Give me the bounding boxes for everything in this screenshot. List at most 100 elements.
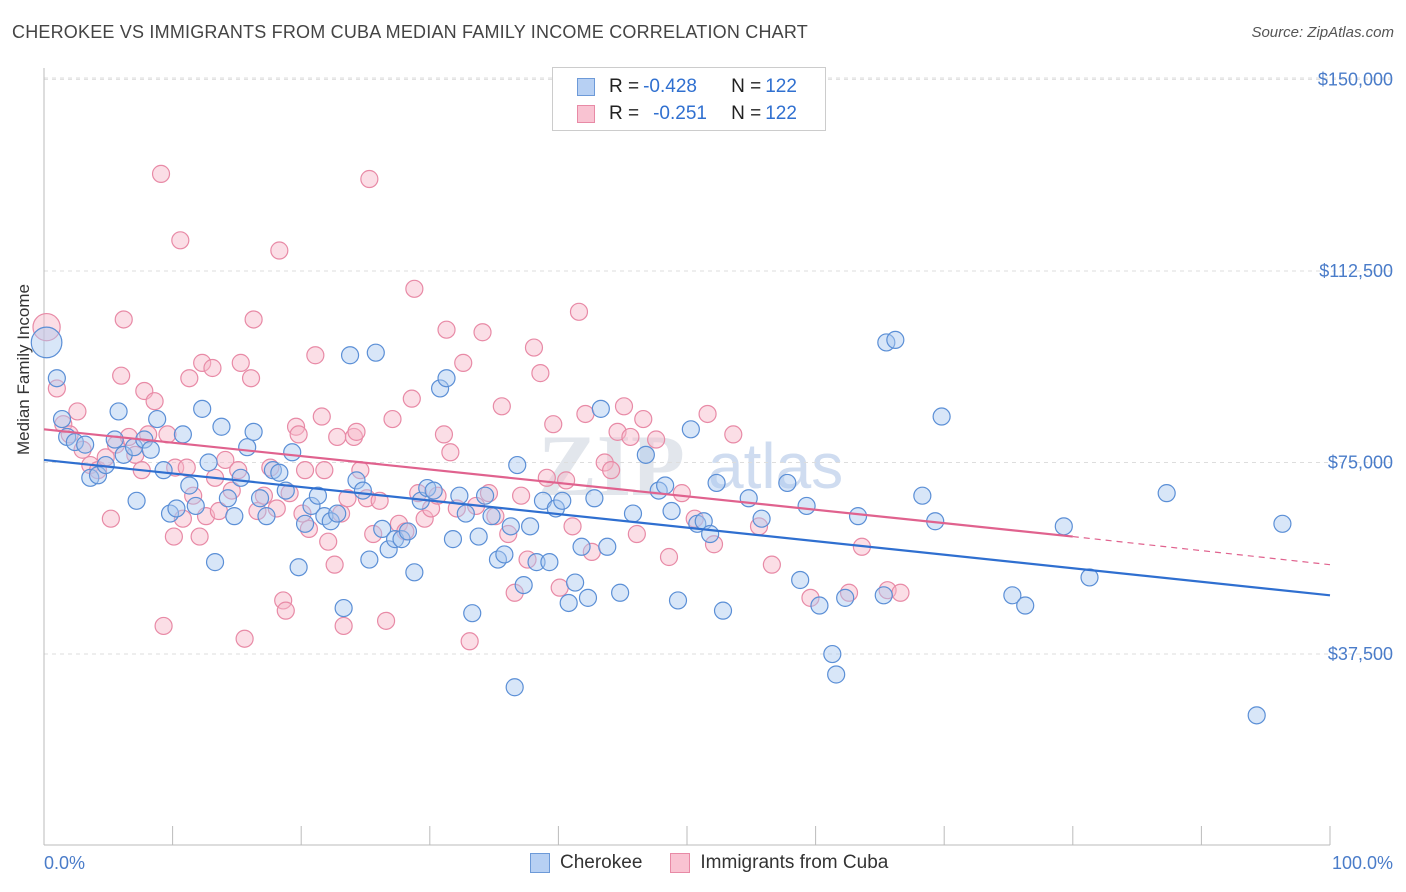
- cherokee-point: [308, 486, 328, 505]
- cherokee-point: [450, 486, 469, 505]
- cuba-point: [627, 524, 646, 544]
- cherokee-point: [1273, 514, 1292, 533]
- x-tick-label: 0.0%: [44, 853, 85, 873]
- cuba-point: [614, 397, 634, 416]
- cherokee-point: [88, 466, 108, 485]
- cherokee-point: [340, 346, 360, 365]
- cherokee-point: [154, 461, 173, 480]
- cherokee-point: [437, 369, 456, 388]
- cherokee-point: [109, 402, 128, 421]
- legend-item-cherokee[interactable]: Cherokee: [530, 852, 642, 874]
- cherokee-point: [257, 507, 276, 526]
- cuba-point: [203, 358, 222, 378]
- cherokee-point: [501, 517, 520, 536]
- cuba-point: [647, 430, 666, 449]
- cherokee-point: [47, 369, 66, 388]
- cuba-point: [441, 443, 460, 462]
- cherokee-point: [932, 407, 951, 426]
- cherokee-point: [127, 491, 146, 510]
- cuba-point: [164, 527, 183, 546]
- cherokee-point: [469, 527, 488, 546]
- cherokee-point: [495, 545, 514, 564]
- legend-label-cuba: Immigrants from Cuba: [700, 852, 889, 873]
- cuba-point: [537, 468, 556, 487]
- cherokee-point: [141, 440, 160, 459]
- cuba-point: [114, 310, 133, 329]
- y-tick-label: $75,000: [1328, 453, 1393, 473]
- cuba-point: [190, 527, 209, 546]
- cuba-point: [315, 461, 334, 480]
- cherokee-point: [681, 420, 700, 439]
- trend-line-cherokee: [43, 458, 1331, 597]
- cherokee-point: [1247, 706, 1266, 725]
- cuba-point: [344, 427, 364, 447]
- cherokee-point: [701, 524, 720, 544]
- cherokee-point: [1003, 586, 1022, 605]
- cuba-point: [563, 517, 582, 536]
- cuba-point: [47, 379, 66, 398]
- cuba-point: [460, 632, 479, 651]
- series-immigrants-from-cuba: [32, 164, 910, 651]
- cherokee-point: [283, 443, 302, 462]
- cherokee-point: [553, 491, 572, 510]
- cuba-point: [151, 164, 171, 183]
- cherokee-point: [810, 596, 829, 615]
- legend-item-cuba[interactable]: Immigrants from Cuba: [670, 852, 888, 874]
- cherokee-point: [578, 588, 598, 607]
- cuba-point: [704, 535, 724, 554]
- cherokee-point: [373, 519, 392, 539]
- cherokee-point: [623, 504, 643, 523]
- cherokee-point: [212, 417, 231, 436]
- cherokee-point: [540, 553, 559, 572]
- cherokee-point: [508, 455, 527, 475]
- cherokee-point: [566, 573, 585, 592]
- cuba-point: [154, 616, 173, 636]
- cuba-point: [347, 422, 366, 441]
- cuba-point: [295, 461, 315, 480]
- legend-swatch-cuba: [670, 853, 691, 873]
- cuba-point: [306, 346, 325, 365]
- cuba-point: [376, 611, 396, 630]
- cuba-point: [267, 499, 286, 518]
- cherokee-point: [244, 422, 263, 441]
- cherokee-point: [289, 558, 308, 577]
- cherokee-point: [668, 591, 688, 610]
- trend-line-cuba: [43, 428, 1073, 538]
- cuba-point: [312, 407, 331, 426]
- cherokee-point: [463, 604, 482, 623]
- cherokee-point: [836, 588, 855, 607]
- cherokee-point: [527, 553, 546, 572]
- legend-r-label: R =: [609, 76, 640, 97]
- cuba-point: [101, 509, 120, 528]
- tick-labels: $37,500 $75,000 $112,500 $150,000 0.0% 100.0%: [44, 69, 1393, 873]
- cuba-point: [557, 471, 576, 490]
- cherokee-point: [405, 563, 424, 582]
- cherokee-point: [114, 445, 133, 464]
- cherokee-point: [424, 481, 443, 500]
- trend-line-cuba-extension: [1072, 535, 1331, 566]
- cuba-point: [698, 404, 717, 424]
- cherokee-point: [180, 476, 199, 495]
- cherokee-point: [591, 399, 610, 418]
- cherokee-point: [105, 430, 124, 449]
- cuba-point: [112, 366, 131, 385]
- cherokee-point: [173, 425, 192, 444]
- cuba-point: [402, 389, 421, 408]
- legend-r-value: -0.251: [653, 103, 707, 124]
- cuba-point: [334, 616, 353, 636]
- cherokee-point: [443, 530, 463, 549]
- cuba-point: [171, 231, 190, 250]
- cherokee-point: [167, 499, 186, 518]
- correlation-legend: R = -0.428 N = 122 R = -0.251 N = 122: [552, 67, 826, 131]
- cuba-point: [634, 409, 653, 429]
- cuba-point: [241, 369, 261, 388]
- cherokee-point: [752, 509, 771, 528]
- cherokee-point: [482, 507, 501, 526]
- cuba-point: [193, 353, 212, 372]
- cherokee-point: [430, 379, 450, 398]
- cuba-point: [544, 415, 563, 434]
- cherokee-point: [1016, 596, 1035, 615]
- cuba-point: [73, 440, 92, 459]
- cherokee-point: [572, 537, 591, 556]
